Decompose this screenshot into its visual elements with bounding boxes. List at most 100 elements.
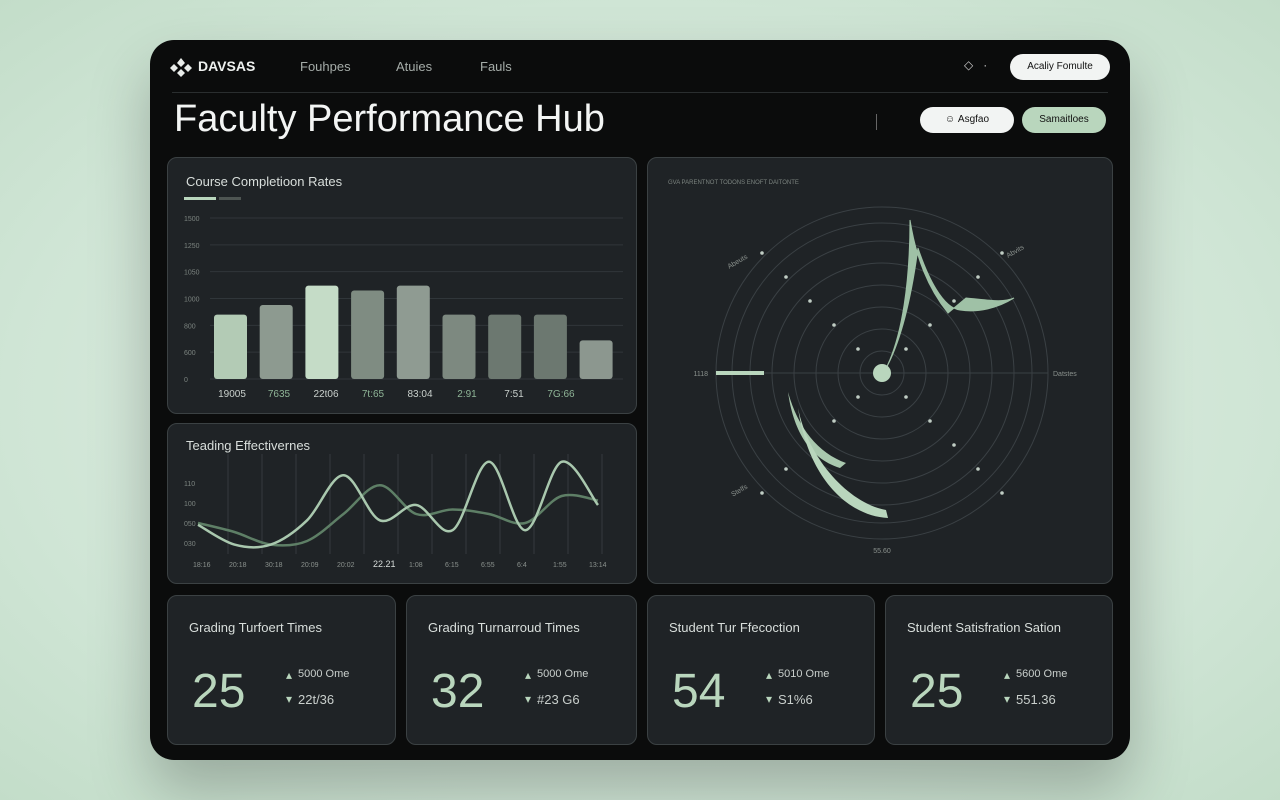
kpi-icon: ▾ — [1004, 692, 1011, 706]
nav-item[interactable]: Fouhpes — [300, 59, 351, 74]
kpi-detail: #23 G6 — [537, 692, 580, 707]
radar-dot — [832, 419, 836, 423]
radar-label: Datstes — [1053, 371, 1077, 378]
x-tick-label: 7635 — [268, 389, 291, 400]
kpi-icon: ▴ — [1004, 668, 1011, 682]
line-series — [197, 460, 600, 549]
panel-title: Teading Effectivernes — [186, 438, 311, 453]
x-tick-label: 7t:65 — [362, 389, 385, 400]
kpi-card: Grading Turnarroud Times 32 ▴ 5000 Ome ▾ #23 … — [406, 595, 637, 745]
y-tick-label: 050 — [184, 521, 196, 528]
action-button[interactable]: ☺ Asgfao — [920, 107, 1014, 133]
header-button[interactable]: Acaliy Fomulte — [1010, 54, 1110, 80]
action-button[interactable]: Samaitloes — [1022, 107, 1106, 133]
kpi-value: 25 — [192, 665, 246, 718]
x-tick-label: 22.21 — [373, 559, 396, 569]
kpi-card: Grading Turfoert Times 25 ▴ 5000 Ome ▾ 22t/36 — [167, 595, 396, 745]
x-tick-label: 30:18 — [265, 562, 283, 569]
kpi-icon: ▾ — [766, 692, 773, 706]
radar-dot — [928, 323, 932, 327]
radar-dot — [856, 395, 860, 399]
bar-chart: 1500 1250 1050 1000 800 600 0 19005 7635 22t06 7t:… — [184, 197, 623, 400]
y-tick-label: 600 — [184, 350, 196, 357]
y-tick-label: 110 — [184, 481, 195, 488]
bar — [442, 314, 476, 379]
radar-dot — [952, 299, 956, 303]
radar-dot — [832, 323, 836, 327]
tab-indicator — [219, 197, 241, 200]
radar-dot — [760, 491, 764, 495]
nav-item[interactable]: Fauls — [480, 59, 512, 74]
radar-shape — [798, 408, 888, 518]
radar-dot — [976, 467, 980, 471]
radar-dot — [760, 251, 764, 255]
logo-icon — [170, 58, 192, 77]
kpi-detail: S1%6 — [778, 692, 813, 707]
kpi-icon: ▴ — [766, 668, 773, 682]
y-tick-label: 0 — [184, 377, 188, 384]
x-tick-label: 6:15 — [445, 562, 459, 569]
radar-label: Abvits — [1006, 244, 1026, 260]
bar — [305, 285, 339, 379]
x-tick-label: 7G:66 — [547, 389, 575, 400]
kpi-detail: 5010 Ome — [778, 668, 830, 680]
x-tick-label: 1:55 — [553, 562, 567, 569]
radar-shape — [788, 392, 846, 468]
kpi-value: 54 — [672, 665, 726, 718]
x-tick-label: 18:16 — [193, 562, 211, 569]
radar-chart: GVA PARENTNOT TODONS ENOFT DAITONTE Abeut… — [668, 180, 1077, 555]
x-tick-label: 1:08 — [409, 562, 423, 569]
kpi-detail: 22t/36 — [298, 692, 335, 707]
radar-dot — [976, 275, 980, 279]
radar-dot — [1000, 491, 1004, 495]
radar-dot — [1000, 251, 1004, 255]
radar-panel: GVA PARENTNOT TODONS ENOFT DAITONTE Abeut… — [647, 157, 1113, 584]
radar-dot — [808, 299, 812, 303]
radar-caption: GVA PARENTNOT TODONS ENOFT DAITONTE — [668, 180, 799, 186]
bar — [396, 285, 430, 379]
kpi-card: Student Satisfration Sation 25 ▴ 5600 Ome ▾ 5… — [885, 595, 1113, 745]
kpi-title: Grading Turfoert Times — [189, 620, 322, 635]
separator — [876, 114, 877, 130]
kpi-title: Student Tur Ffecoction — [669, 620, 800, 635]
action-label: Asgfao — [957, 114, 990, 125]
x-tick-label: 20:18 — [229, 562, 247, 569]
x-tick-label: 2:91 — [457, 389, 477, 400]
tab-indicator — [184, 197, 216, 200]
kpi-detail: 551.36 — [1016, 692, 1056, 707]
bar — [579, 340, 613, 379]
icon[interactable]: ◇ · — [964, 58, 988, 72]
kpi-icon: ▴ — [286, 668, 293, 682]
radar-dot — [856, 347, 860, 351]
kpi-detail: 5000 Ome — [298, 668, 350, 680]
bar — [351, 290, 385, 379]
radar-dot — [784, 467, 788, 471]
nav-item[interactable]: Atuies — [396, 59, 433, 74]
bar — [214, 314, 247, 379]
kpi-title: Student Satisfration Sation — [907, 620, 1061, 635]
bar — [533, 314, 567, 379]
radar-dot — [904, 347, 908, 351]
completion-panel: Course Completioon Rates 1500 1250 1050 100… — [167, 157, 637, 414]
radar-dot — [904, 395, 908, 399]
x-tick-label: 20:02 — [337, 562, 355, 569]
x-tick-label: 19005 — [218, 389, 246, 400]
panel-title: Course Completioon Rates — [186, 174, 343, 189]
kpi-title: Grading Turnarroud Times — [428, 620, 580, 635]
y-tick-label: 100 — [184, 501, 196, 508]
bar — [259, 304, 293, 379]
user-icon: ☺ — [944, 114, 958, 125]
kpi-icon: ▴ — [525, 668, 532, 682]
app-frame: DAVSAS Fouhpes Atuies Fauls ◇ · Acaliy F… — [150, 40, 1130, 760]
x-tick-label: 83:04 — [407, 389, 432, 400]
kpi-card: Student Tur Ffecoction 54 ▴ 5010 Ome ▾ S1%6 — [647, 595, 875, 745]
y-tick-label: 800 — [184, 323, 196, 330]
radar-label: Stelfs — [730, 483, 749, 498]
divider — [172, 92, 1108, 93]
radar-dot — [784, 275, 788, 279]
kpi-icon: ▾ — [286, 692, 293, 706]
x-tick-label: 22t06 — [313, 389, 338, 400]
kpi-icon: ▾ — [525, 692, 532, 706]
